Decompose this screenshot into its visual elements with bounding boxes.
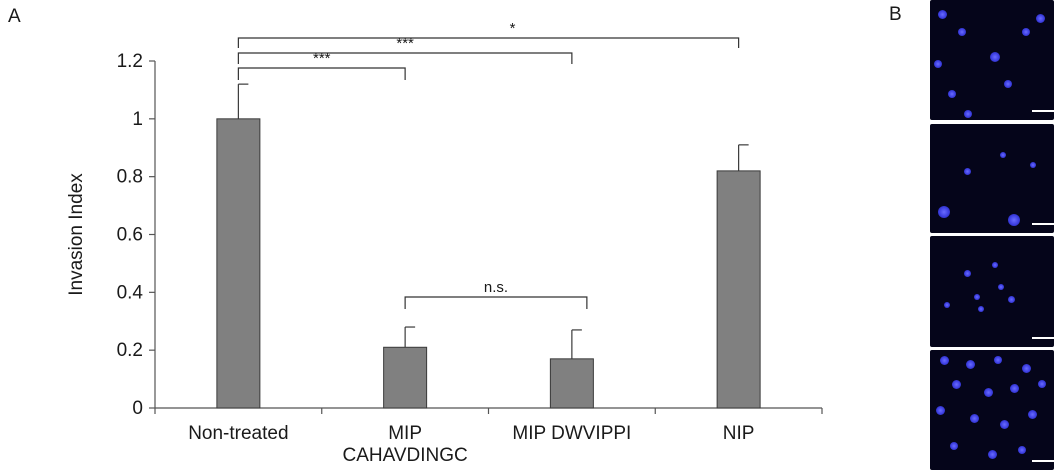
scale-bar [1032,110,1054,112]
significance-label: *** [313,50,331,67]
stained-nucleus [978,306,984,312]
stained-nucleus [944,302,950,308]
significance-bracket [237,37,740,48]
stained-nucleus [974,294,980,300]
panel-label-a: A [8,6,21,27]
stained-nucleus [1018,446,1026,454]
stained-nucleus [1038,380,1046,388]
category-label: MIP DWVIPPI [512,423,631,444]
stained-nucleus [948,90,956,98]
stained-nucleus [958,28,966,36]
bar [549,358,594,409]
category-label: Non-treated [188,423,288,444]
error-bars [237,83,749,359]
significance-label: n.s. [484,279,508,296]
significance-bracket [237,52,573,64]
micrograph-panel [930,124,1054,233]
stained-nucleus [952,380,961,389]
bar [216,118,261,409]
category-labels: Non-treated MIP CAHAVDINGC MIP DWVIPPI NIP [188,423,754,466]
stained-nucleus [1008,214,1020,226]
significance-bracket [404,296,588,309]
y-tick-label: 0.6 [117,225,143,246]
stained-nucleus [1008,296,1015,303]
stained-nucleus [998,284,1004,290]
stained-nucleus [990,52,1000,62]
micrograph-panel [930,0,1054,120]
bars [216,118,761,409]
stained-nucleus [984,388,993,397]
y-tick-label: 1.2 [117,51,143,72]
stained-nucleus [1030,162,1036,168]
y-tick-label: 0.2 [117,340,143,361]
stained-nucleus [938,206,950,218]
y-axis-label: Invasion Index [66,173,87,296]
stained-nucleus [994,356,1002,364]
stained-nucleus [1036,14,1045,23]
stained-nucleus [950,442,958,450]
significance-label: *** [396,35,414,52]
significance-label: * [510,20,516,37]
stained-nucleus [964,110,972,118]
y-tick-label: 1 [132,109,143,130]
stained-nucleus [1010,384,1019,393]
stained-nucleus [1022,28,1030,36]
scale-bar [1032,223,1054,225]
bar [383,346,428,409]
stained-nucleus [1004,80,1012,88]
stained-nucleus [936,406,945,415]
significance-bracket [237,67,406,80]
stained-nucleus [992,262,998,268]
y-axis: 0 0.2 0.4 0.6 0.8 1 1.2 [117,51,156,419]
stained-nucleus [964,270,971,277]
stained-nucleus [1022,364,1031,373]
bar [716,170,761,409]
stained-nucleus [1000,152,1006,158]
y-tick-label: 0 [132,398,143,419]
stained-nucleus [970,414,979,423]
significance-brackets: *******n.s. [237,20,740,309]
stained-nucleus [934,60,942,68]
stained-nucleus [988,450,997,459]
scale-bar [1032,460,1054,462]
bar-chart: A Invasion Index 00.20.40.60.811.2 *****… [8,6,823,466]
y-tick-label: 0.8 [117,167,143,188]
scale-bar [1032,337,1054,339]
micrograph-panel [930,236,1054,347]
x-axis [154,407,823,414]
stained-nucleus [1000,420,1009,429]
y-tick-label: 0.4 [117,282,144,303]
panel-label-b: B [889,4,902,25]
stained-nucleus [1028,410,1037,419]
stained-nucleus [940,356,949,365]
category-label: NIP [723,423,755,444]
micrograph-panel [930,350,1054,470]
stained-nucleus [966,360,975,369]
category-label: MIP CAHAVDINGC [342,423,467,466]
stained-nucleus [938,10,947,19]
stained-nucleus [964,168,971,175]
